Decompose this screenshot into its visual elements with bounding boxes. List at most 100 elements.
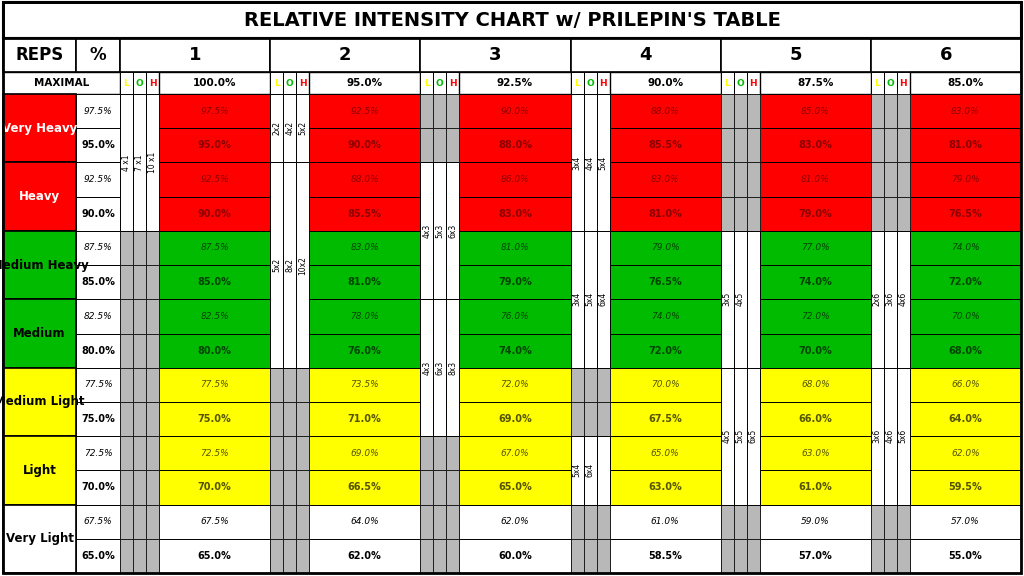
Text: 6: 6 — [940, 46, 952, 64]
Bar — [3, 94, 76, 162]
Bar — [884, 72, 897, 94]
Bar — [309, 402, 420, 436]
Bar — [133, 334, 146, 367]
Text: 3x4: 3x4 — [572, 292, 582, 306]
Bar — [284, 402, 296, 436]
Bar — [133, 436, 146, 471]
Bar — [284, 471, 296, 505]
Bar — [76, 436, 120, 471]
Bar — [309, 196, 420, 231]
Bar — [884, 128, 897, 162]
Bar — [270, 402, 284, 436]
Bar — [420, 72, 433, 94]
Bar — [870, 128, 884, 162]
Bar — [460, 539, 570, 573]
Text: 6x4: 6x4 — [586, 463, 595, 478]
Text: 5x4: 5x4 — [598, 156, 607, 169]
Text: 4x6: 4x6 — [899, 292, 908, 306]
Bar — [584, 94, 597, 231]
Text: 76.0%: 76.0% — [348, 346, 382, 355]
Bar — [870, 231, 884, 367]
Bar — [420, 471, 433, 505]
Bar — [133, 231, 146, 265]
Bar — [609, 539, 721, 573]
Bar — [460, 402, 570, 436]
Bar — [721, 196, 733, 231]
Bar — [570, 402, 584, 436]
Bar — [309, 300, 420, 334]
Text: 82.5%: 82.5% — [84, 312, 113, 321]
Bar — [884, 94, 897, 128]
Bar — [446, 505, 460, 539]
Text: 87.5%: 87.5% — [84, 244, 113, 252]
Bar — [433, 436, 446, 471]
Text: 3x6: 3x6 — [886, 292, 895, 306]
Bar — [146, 265, 159, 300]
Bar — [159, 300, 270, 334]
Text: 70.0%: 70.0% — [198, 483, 231, 492]
Bar — [460, 162, 570, 196]
Bar — [76, 38, 120, 72]
Bar — [609, 436, 721, 471]
Bar — [159, 334, 270, 367]
Text: 4x2: 4x2 — [285, 121, 294, 135]
Bar — [584, 231, 597, 367]
Bar — [159, 402, 270, 436]
Text: 81.0%: 81.0% — [801, 175, 829, 184]
Text: 8x2: 8x2 — [285, 258, 294, 272]
Bar — [721, 162, 733, 196]
Bar — [76, 196, 120, 231]
Bar — [733, 505, 746, 539]
Bar — [120, 265, 133, 300]
Bar — [270, 72, 284, 94]
Text: 64.0%: 64.0% — [350, 517, 379, 526]
Text: Very Heavy: Very Heavy — [2, 122, 77, 135]
Bar — [159, 471, 270, 505]
Bar — [120, 265, 133, 300]
Bar — [159, 128, 270, 162]
Text: 72.0%: 72.0% — [948, 277, 982, 287]
Text: 79.0%: 79.0% — [951, 175, 980, 184]
Bar — [870, 505, 884, 539]
Bar — [746, 128, 760, 162]
Bar — [721, 94, 733, 128]
Bar — [433, 539, 446, 573]
Text: 5x4: 5x4 — [586, 292, 595, 306]
Bar — [733, 162, 746, 196]
Text: Very Light: Very Light — [5, 532, 74, 545]
Bar — [446, 162, 460, 300]
Text: 6x5: 6x5 — [749, 429, 758, 444]
Bar — [884, 505, 897, 539]
Bar — [910, 539, 1021, 573]
Bar — [870, 128, 884, 162]
Text: 92.5%: 92.5% — [497, 78, 532, 88]
Text: 77.5%: 77.5% — [201, 380, 229, 389]
Bar — [760, 196, 870, 231]
Text: 6x3: 6x3 — [449, 223, 458, 238]
Text: L: L — [124, 78, 129, 88]
Bar — [884, 196, 897, 231]
Bar — [597, 72, 609, 94]
Bar — [570, 367, 584, 402]
Bar — [433, 471, 446, 505]
Bar — [159, 231, 270, 265]
Text: 55.0%: 55.0% — [948, 551, 982, 561]
Text: 60.0%: 60.0% — [498, 551, 531, 561]
Text: 3: 3 — [489, 46, 502, 64]
Bar — [420, 436, 433, 471]
Text: 80.0%: 80.0% — [81, 346, 115, 355]
Bar — [597, 505, 609, 539]
Bar — [870, 505, 884, 539]
Bar — [270, 505, 284, 539]
Text: 5: 5 — [790, 46, 802, 64]
Text: Medium Heavy: Medium Heavy — [0, 259, 88, 271]
Text: O: O — [286, 78, 294, 88]
Bar — [746, 94, 760, 128]
Text: 4x5: 4x5 — [723, 429, 732, 444]
Text: O: O — [586, 78, 594, 88]
Bar — [146, 334, 159, 367]
Bar — [309, 162, 420, 196]
Bar — [420, 300, 433, 436]
Text: 85.5%: 85.5% — [348, 209, 382, 219]
Text: 92.5%: 92.5% — [201, 175, 229, 184]
